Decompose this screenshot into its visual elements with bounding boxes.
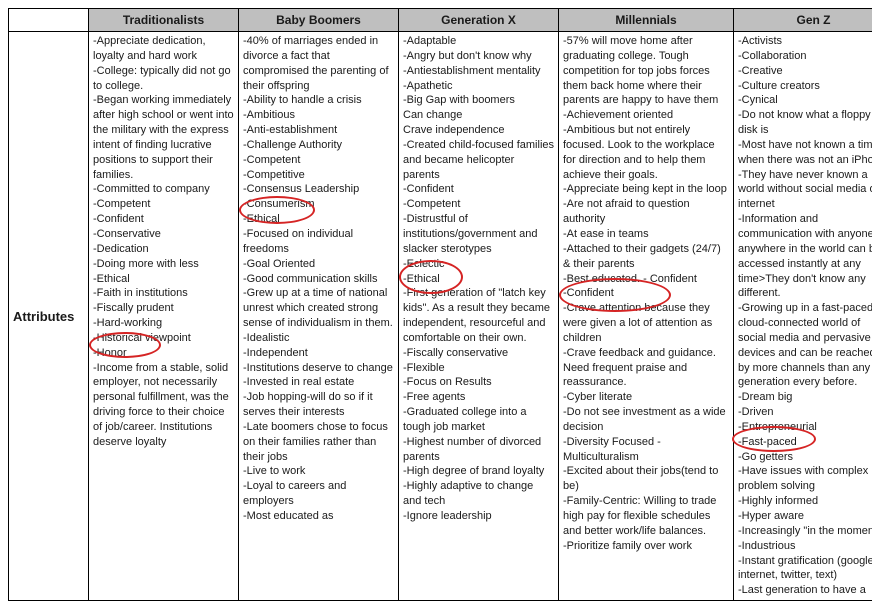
cell-millennials: -57% will move home after graduating col… <box>559 32 734 601</box>
col-traditionalists: Traditionalists <box>89 9 239 32</box>
text-baby-boomers: -40% of marriages ended in divorce a fac… <box>243 35 393 522</box>
col-millennials: Millennials <box>559 9 734 32</box>
text-millennials: -57% will move home after graduating col… <box>563 35 727 552</box>
col-gen-z: Gen Z <box>734 9 872 32</box>
cell-traditionalists: -Appreciate dedication, loyalty and hard… <box>89 32 239 601</box>
col-baby-boomers: Baby Boomers <box>239 9 399 32</box>
text-gen-z: -Activists-Collaboration-Creative-Cultur… <box>738 35 872 596</box>
row-label: Attributes <box>9 32 89 601</box>
cell-baby-boomers: -40% of marriages ended in divorce a fac… <box>239 32 399 601</box>
col-generation-x: Generation X <box>399 9 559 32</box>
generations-table: Traditionalists Baby Boomers Generation … <box>8 8 872 601</box>
text-traditionalists: -Appreciate dedication, loyalty and hard… <box>93 35 234 448</box>
cell-generation-x: -Adaptable-Angry but don't know why-Anti… <box>399 32 559 601</box>
header-row: Traditionalists Baby Boomers Generation … <box>9 9 872 32</box>
header-blank <box>9 9 89 32</box>
text-generation-x: -Adaptable-Angry but don't know why-Anti… <box>403 35 554 522</box>
attributes-row: Attributes -Appreciate dedication, loyal… <box>9 32 872 601</box>
cell-gen-z: -Activists-Collaboration-Creative-Cultur… <box>734 32 872 601</box>
